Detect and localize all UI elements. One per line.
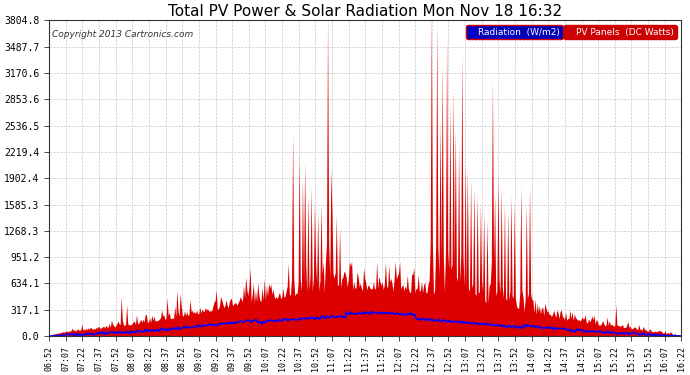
Title: Total PV Power & Solar Radiation Mon Nov 18 16:32: Total PV Power & Solar Radiation Mon Nov…: [168, 4, 562, 19]
Legend: PV Panels  (DC Watts): PV Panels (DC Watts): [564, 25, 677, 39]
Text: Copyright 2013 Cartronics.com: Copyright 2013 Cartronics.com: [52, 30, 194, 39]
